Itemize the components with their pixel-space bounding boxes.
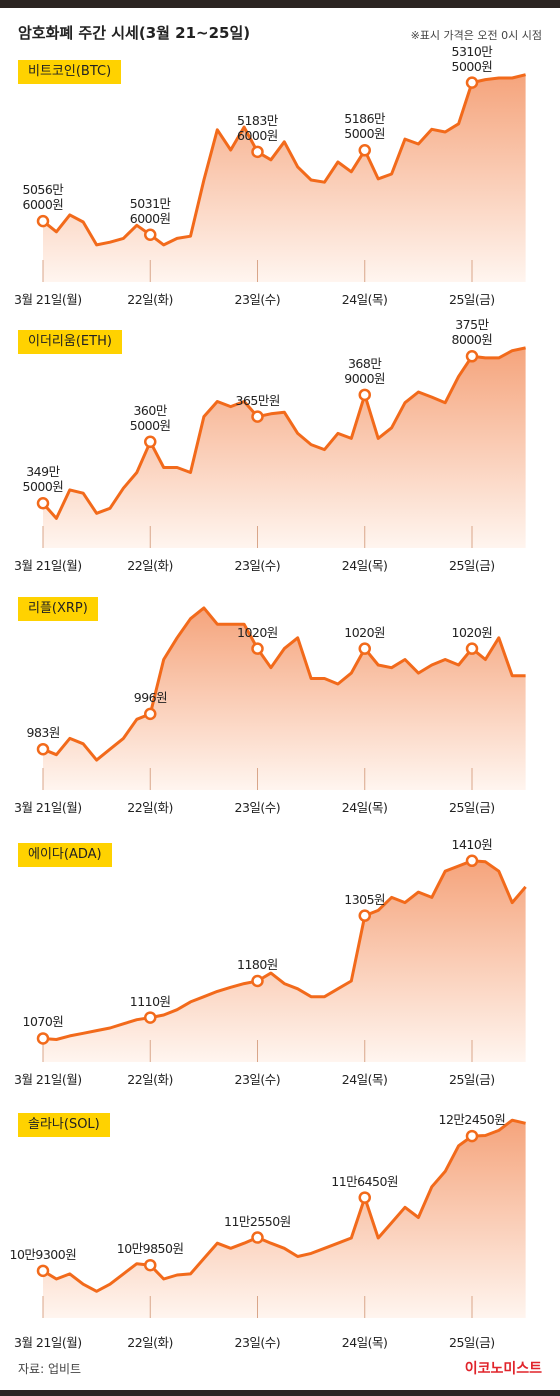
marker — [36, 742, 50, 756]
x-tick-label: 3월 21일(월) — [14, 800, 82, 815]
marker — [465, 642, 479, 655]
logo: 이코노미스트 — [464, 1361, 542, 1377]
value-label: 368만 9000원 — [344, 355, 386, 386]
x-tick-label: 24일(목) — [341, 292, 388, 307]
marker — [144, 1258, 157, 1272]
x-tick-label: 25일(금) — [449, 558, 495, 573]
marker — [465, 76, 479, 89]
x-tick-label: 23일(수) — [234, 292, 281, 307]
area — [43, 74, 526, 282]
marker — [36, 214, 50, 228]
x-tick-label: 25일(금) — [449, 800, 495, 815]
value-label: 5183만 6000원 — [237, 112, 278, 143]
x-tick-label: 24일(목) — [341, 558, 388, 573]
line — [42, 1118, 526, 1293]
marker — [358, 388, 371, 402]
value-label: 1020원 — [237, 624, 278, 640]
line — [42, 606, 526, 762]
value-label: 1180원 — [237, 956, 278, 972]
marker — [144, 1011, 157, 1024]
x-tick-label: 3월 21일(월) — [14, 292, 82, 307]
value-label: 10만9300원 — [9, 1246, 77, 1262]
value-label: 10만9850원 — [116, 1241, 184, 1257]
x-tick-label: 25일(금) — [449, 1072, 495, 1087]
chart-title: 에이다(ADA) — [18, 843, 112, 867]
top-bar — [0, 0, 560, 8]
x-tick-label: 22일(화) — [127, 1072, 173, 1087]
x-tick-label: 25일(금) — [449, 292, 495, 307]
marker — [144, 707, 157, 721]
value-label: 349만 5000원 — [22, 464, 64, 495]
title: 암호화폐 주간 시세(3월 21~25일) — [18, 24, 251, 42]
x-tick-label: 24일(목) — [341, 800, 388, 815]
x-tick-label: 24일(목) — [341, 1072, 388, 1087]
value-label: 1110원 — [129, 993, 171, 1009]
area — [43, 347, 526, 548]
value-label: 365만원 — [235, 392, 281, 408]
marker — [251, 974, 264, 988]
marker — [36, 1264, 50, 1278]
marker — [36, 497, 50, 510]
source: 자료: 업비트 — [18, 1362, 82, 1376]
value-label: 983원 — [26, 725, 61, 741]
value-label: 1305원 — [344, 891, 386, 907]
x-tick-label: 22일(화) — [127, 292, 173, 307]
marker — [465, 350, 479, 363]
marker — [358, 642, 371, 655]
chart-title: 리플(XRP) — [18, 597, 98, 621]
note: ※표시 가격은 오전 0시 시점 — [410, 29, 542, 42]
marker — [251, 410, 264, 423]
value-label: 5310만 5000원 — [451, 43, 493, 74]
x-tick-label: 25일(금) — [449, 1335, 495, 1350]
chart-title: 솔라나(SOL) — [18, 1113, 110, 1137]
marker — [144, 228, 157, 242]
area — [43, 1120, 526, 1318]
marker — [358, 909, 371, 922]
line — [41, 346, 526, 520]
marker — [358, 1191, 371, 1204]
line — [42, 73, 526, 247]
x-tick-label: 22일(화) — [127, 800, 173, 815]
value-label: 12만2450원 — [438, 1112, 506, 1128]
area — [43, 607, 526, 790]
value-label: 360만 5000원 — [129, 402, 171, 433]
line — [42, 859, 527, 1041]
value-label: 375만 8000원 — [451, 317, 493, 348]
marker — [251, 1231, 264, 1244]
value-label: 11만2550원 — [224, 1213, 291, 1229]
chart-title: 이더리움(ETH) — [18, 330, 122, 354]
marker — [465, 1129, 479, 1143]
value-label: 1020원 — [451, 624, 493, 640]
x-tick-label: 23일(수) — [234, 558, 281, 573]
value-label: 11만6450원 — [331, 1173, 398, 1189]
x-tick-label: 3월 21일(월) — [14, 1335, 82, 1350]
x-tick-label: 3월 21일(월) — [14, 1072, 82, 1087]
x-tick-label: 23일(수) — [234, 1072, 281, 1087]
value-label: 5031만 6000원 — [129, 195, 171, 226]
value-label: 5056만 6000원 — [22, 182, 64, 213]
marker — [144, 435, 157, 449]
value-label: 1020원 — [344, 624, 386, 640]
value-label: 1070원 — [22, 1014, 64, 1030]
value-label: 996원 — [133, 689, 168, 705]
marker — [36, 1032, 50, 1045]
marker — [251, 145, 264, 159]
chart-title: 비트코인(BTC) — [18, 60, 122, 84]
marker — [358, 144, 371, 157]
bottom-bar — [0, 1390, 560, 1396]
marker — [251, 642, 264, 655]
value-label: 1410원 — [451, 836, 493, 852]
value-label: 5186만 5000원 — [344, 111, 386, 142]
x-tick-label: 22일(화) — [127, 1335, 173, 1350]
x-tick-label: 24일(목) — [341, 1335, 388, 1350]
x-tick-label: 3월 21일(월) — [14, 558, 82, 573]
area — [43, 860, 526, 1062]
x-tick-label: 23일(수) — [234, 800, 281, 815]
x-tick-label: 22일(화) — [127, 558, 173, 573]
x-tick-label: 23일(수) — [234, 1335, 281, 1350]
marker — [465, 854, 479, 868]
